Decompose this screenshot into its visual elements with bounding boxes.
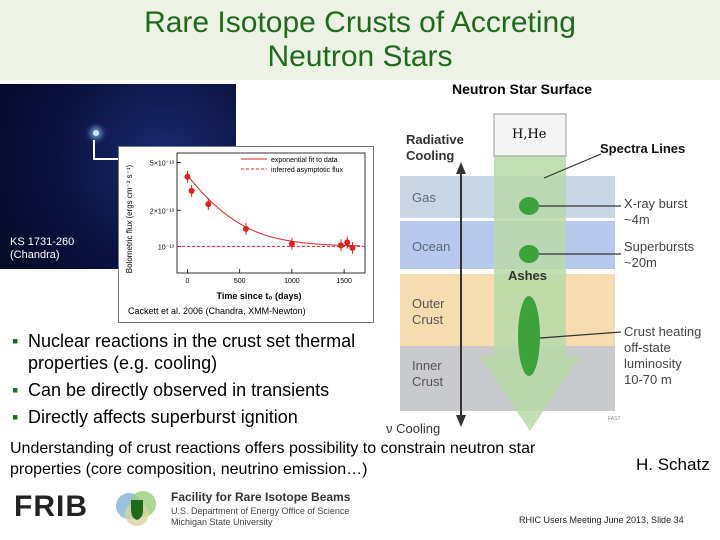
y-tick-label: 2×10⁻¹³	[150, 208, 175, 215]
data-point	[337, 242, 344, 249]
facility-name: Facility for Rare Isotope Beams	[171, 490, 351, 504]
superburst-marker	[519, 245, 539, 263]
hhe-box	[493, 113, 567, 157]
pointer-line-horizontal	[93, 158, 119, 160]
source-label-line1: KS 1731-260	[10, 236, 75, 248]
slide-title-line1: Rare Isotope Crusts of Accreting	[144, 6, 576, 39]
pointer-line	[93, 140, 95, 160]
ashes-label: Ashes	[508, 268, 547, 283]
fit-curve	[187, 175, 360, 247]
superbursts-label-2: ~20m	[624, 255, 657, 270]
up-arrow-icon	[456, 162, 466, 174]
gas-label: Gas	[412, 190, 436, 205]
spectra-pointer	[543, 153, 602, 179]
xray-label-1: X-ray burst	[624, 196, 688, 211]
ocean-label: Ocean	[412, 239, 450, 254]
diagram-credit: FAST	[608, 416, 621, 422]
xray-label-2: ~4m	[624, 212, 650, 227]
spectra-label: Spectra Lines	[600, 141, 685, 156]
chart-citation: Cackett et al. 2006 (Chandra, XMM-Newton…	[128, 306, 306, 316]
frib-logo-text: FRIB	[14, 490, 88, 523]
y-tick-label: 5×10⁻¹³	[150, 161, 175, 168]
superbursts-label-1: Superbursts	[624, 239, 695, 254]
crust-heating-label-2: off-state	[624, 340, 671, 355]
doe-line: U.S. Department of Energy Office of Scie…	[171, 506, 350, 516]
legend-fit-label: exponential fit to data	[271, 157, 338, 164]
inner-crust-label-1: Inner	[412, 358, 442, 373]
crust-heating-label-1: Crust heating	[624, 324, 701, 339]
outer-crust-label-1: Outer	[412, 296, 445, 311]
radiative-label-1: Radiative	[406, 132, 464, 147]
data-point	[205, 201, 212, 208]
outer-crust-label-2: Crust	[412, 312, 443, 327]
accretion-column	[480, 126, 580, 431]
source-label-line2: (Chandra)	[10, 249, 60, 261]
crust-heating-label-4: 10-70 m	[624, 372, 672, 387]
slide-title: Rare Isotope Crusts of Accreting Neutron…	[60, 6, 660, 74]
neutron-star-diagram: Neutron Star Surface H,He Radiative Cool…	[376, 76, 720, 436]
bullet-item: Can be directly observed in transients	[12, 379, 382, 401]
data-point	[184, 173, 191, 180]
meeting-info: RHIC Users Meeting June 2013, Slide 34	[519, 515, 684, 525]
bullet-item: Directly affects superburst ignition	[12, 406, 382, 428]
legend-flux-label: inferred asymptotic flux	[271, 167, 343, 174]
msu-logo-icon	[116, 491, 156, 526]
crust-heating-marker	[518, 296, 540, 376]
summary-text: Understanding of crust reactions offers …	[10, 440, 536, 478]
x-tick-label: 1000	[284, 278, 300, 285]
down-arrow-icon	[456, 415, 466, 427]
xray-burst-marker	[519, 197, 539, 215]
plot-frame	[176, 152, 366, 274]
crust-pointer	[539, 331, 622, 339]
source-label: KS 1731-260 (Chandra)	[10, 236, 74, 262]
x-axis-label: Time since t₀ (days)	[217, 291, 302, 301]
inner-crust-label-2: Crust	[412, 374, 443, 389]
x-tick-label: 0	[185, 278, 189, 285]
author-name: H. Schatz	[636, 455, 710, 474]
nu-cooling-label: ν Cooling	[386, 421, 440, 436]
cooling-curve-chart: Bolometric flux (ergs cm⁻² s⁻¹) Time sin…	[118, 146, 374, 323]
data-point	[242, 225, 249, 232]
diagram-title: Neutron Star Surface	[452, 81, 592, 97]
footer	[0, 480, 720, 540]
title-bar	[0, 0, 720, 80]
y-tick-label: 10⁻¹³	[158, 244, 175, 251]
data-point	[349, 244, 356, 251]
bullet-list: Nuclear reactions in the crust set therm…	[12, 330, 382, 433]
data-point	[288, 240, 295, 247]
crust-heating-label-3: luminosity	[624, 356, 682, 371]
bullet-item: Nuclear reactions in the crust set therm…	[12, 330, 382, 374]
x-tick-label: 500	[234, 278, 246, 285]
diagram-canvas: Neutron Star Surface H,He Radiative Cool…	[386, 81, 701, 436]
hhe-label: H,He	[512, 127, 547, 142]
x-tick-label: 1500	[336, 278, 352, 285]
msu-line: Michigan State University	[171, 517, 273, 527]
data-point	[188, 187, 195, 194]
data-point	[344, 239, 351, 246]
chart-canvas: Bolometric flux (ergs cm⁻² s⁻¹) Time sin…	[125, 152, 366, 301]
slide-title-line2: Neutron Stars	[267, 40, 453, 73]
source-star-icon	[93, 130, 99, 136]
radiative-label-2: Cooling	[406, 148, 454, 163]
y-axis-label: Bolometric flux (ergs cm⁻² s⁻¹)	[125, 164, 134, 273]
